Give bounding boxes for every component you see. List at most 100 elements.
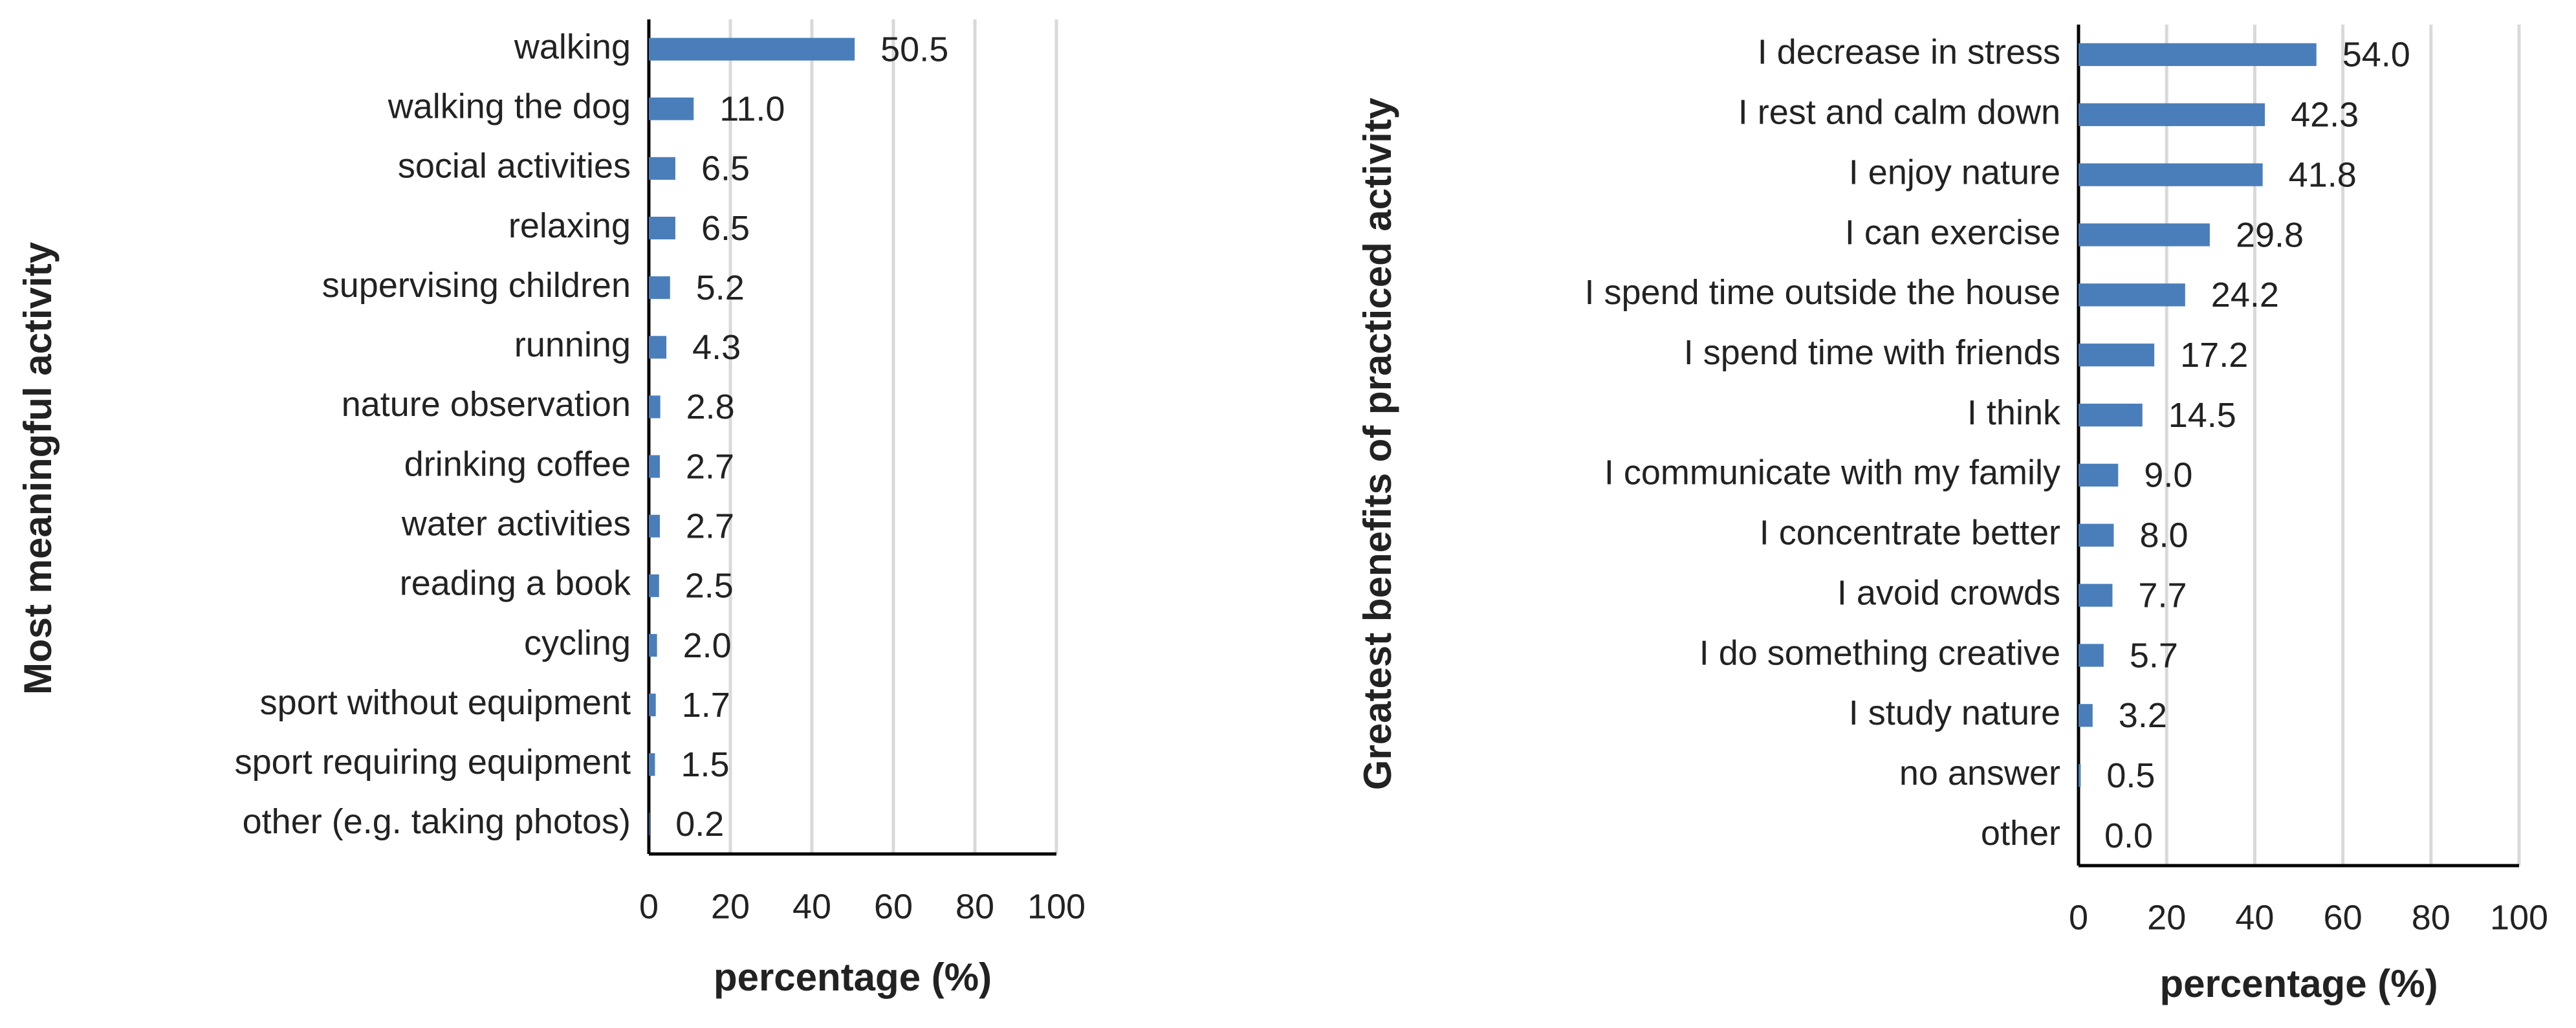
x-tick-label: 20 xyxy=(711,887,750,926)
x-tick-label: 80 xyxy=(2412,898,2450,937)
bar xyxy=(2079,523,2114,547)
bar xyxy=(649,216,675,240)
data-label: 41.8 xyxy=(2289,155,2357,194)
data-label: 5.2 xyxy=(696,268,745,307)
data-label: 2.8 xyxy=(686,388,735,426)
bar xyxy=(649,97,694,120)
y-tick-label: walking xyxy=(514,27,631,66)
data-label: 6.5 xyxy=(701,149,750,188)
x-tick-label: 100 xyxy=(2490,898,2548,937)
bar xyxy=(649,276,670,300)
y-tick-label: drinking coffee xyxy=(404,444,631,483)
y-tick-label: I rest and calm down xyxy=(1738,93,2060,132)
y-axis-title: Greatest benefits of practiced activity xyxy=(1356,97,1399,790)
data-label: 3.2 xyxy=(2119,696,2167,735)
x-tick-label: 40 xyxy=(792,887,831,926)
bar xyxy=(649,395,660,419)
bar xyxy=(2079,403,2143,427)
data-label: 6.5 xyxy=(701,209,750,248)
data-label: 42.3 xyxy=(2291,96,2359,135)
y-tick-label: relaxing xyxy=(508,206,631,245)
data-label: 24.2 xyxy=(2211,276,2279,314)
y-axis-title: Most meaningful activity xyxy=(16,241,60,695)
bar xyxy=(649,694,656,717)
bar xyxy=(2079,704,2093,727)
y-tick-label: reading a book xyxy=(400,564,631,603)
data-label: 0.2 xyxy=(675,805,724,844)
x-tick-label: 40 xyxy=(2235,898,2274,937)
x-tick-label: 0 xyxy=(2069,898,2088,937)
y-tick-label: I do something creative xyxy=(1699,633,2060,672)
data-label: 1.5 xyxy=(681,745,729,784)
chart: 0 20 40 60 80 100 I decrease in stress 54.0 I re… xyxy=(1356,25,2548,1005)
data-label: 0.5 xyxy=(2106,756,2155,795)
data-label: 8.0 xyxy=(2139,516,2188,555)
bar xyxy=(2079,43,2317,67)
bar xyxy=(649,574,659,597)
y-tick-label: nature observation xyxy=(342,385,631,424)
y-tick-label: water activities xyxy=(401,504,631,543)
y-tick-label: cycling xyxy=(524,624,631,662)
bar xyxy=(2079,163,2263,186)
y-tick-label: I avoid crowds xyxy=(1837,573,2060,612)
bar xyxy=(649,633,657,657)
y-tick-label: I spend time with friends xyxy=(1684,333,2060,372)
y-tick-label: I communicate with my family xyxy=(1604,454,2060,492)
data-label: 54.0 xyxy=(2342,36,2410,74)
y-tick-label: other xyxy=(1981,814,2060,853)
bar xyxy=(649,336,667,359)
data-label: 2.0 xyxy=(683,626,732,665)
y-tick-label: sport without equipment xyxy=(260,683,631,722)
chart: 0 20 40 60 80 100 walking 50.5 walking the dog 11… xyxy=(16,19,1086,999)
y-tick-label: I can exercise xyxy=(1845,213,2060,252)
bar xyxy=(2079,223,2210,246)
data-label: 2.7 xyxy=(686,507,734,545)
data-label: 50.5 xyxy=(880,30,948,69)
y-tick-label: I decrease in stress xyxy=(1758,33,2060,72)
x-axis-title: percentage (%) xyxy=(2159,962,2438,1005)
data-label: 29.8 xyxy=(2236,215,2304,254)
bar xyxy=(2079,463,2119,487)
bar xyxy=(649,38,855,61)
data-label: 11.0 xyxy=(719,89,785,128)
y-tick-label: I concentrate better xyxy=(1760,514,2060,552)
y-tick-label: supervising children xyxy=(322,266,631,305)
bar xyxy=(2079,764,2081,787)
data-label: 17.2 xyxy=(2180,336,2248,375)
data-label: 2.5 xyxy=(685,567,734,606)
y-tick-label: I study nature xyxy=(1849,694,2060,732)
y-tick-label: running xyxy=(514,325,631,364)
y-tick-label: no answer xyxy=(1899,754,2060,793)
y-tick-label: I think xyxy=(1967,393,2061,432)
x-tick-label: 100 xyxy=(1027,887,1086,926)
data-label: 4.3 xyxy=(692,328,741,367)
bar xyxy=(649,514,660,538)
bar xyxy=(2079,103,2265,126)
x-axis-title: percentage (%) xyxy=(714,956,992,999)
bar xyxy=(649,455,660,478)
bar xyxy=(2079,344,2155,367)
bar xyxy=(649,753,655,776)
x-tick-label: 60 xyxy=(874,887,913,926)
bar xyxy=(2079,283,2185,307)
data-label: 9.0 xyxy=(2144,456,2192,495)
data-label: 14.5 xyxy=(2168,396,2236,435)
bar xyxy=(2079,644,2104,667)
x-tick-label: 80 xyxy=(955,887,994,926)
x-tick-label: 0 xyxy=(639,887,659,926)
data-label: 7.7 xyxy=(2138,576,2187,615)
y-tick-label: other (e.g. taking photos) xyxy=(243,802,631,841)
y-tick-label: walking the dog xyxy=(387,87,631,126)
data-label: 2.7 xyxy=(686,447,734,486)
bar xyxy=(649,157,675,180)
data-label: 0.0 xyxy=(2104,816,2153,855)
bar xyxy=(2079,584,2113,607)
x-tick-label: 20 xyxy=(2147,898,2186,937)
y-tick-label: social activities xyxy=(398,147,631,186)
data-label: 1.7 xyxy=(682,686,730,725)
x-tick-label: 60 xyxy=(2324,898,2363,937)
y-tick-label: I spend time outside the house xyxy=(1585,273,2061,312)
data-label: 5.7 xyxy=(2130,636,2178,675)
